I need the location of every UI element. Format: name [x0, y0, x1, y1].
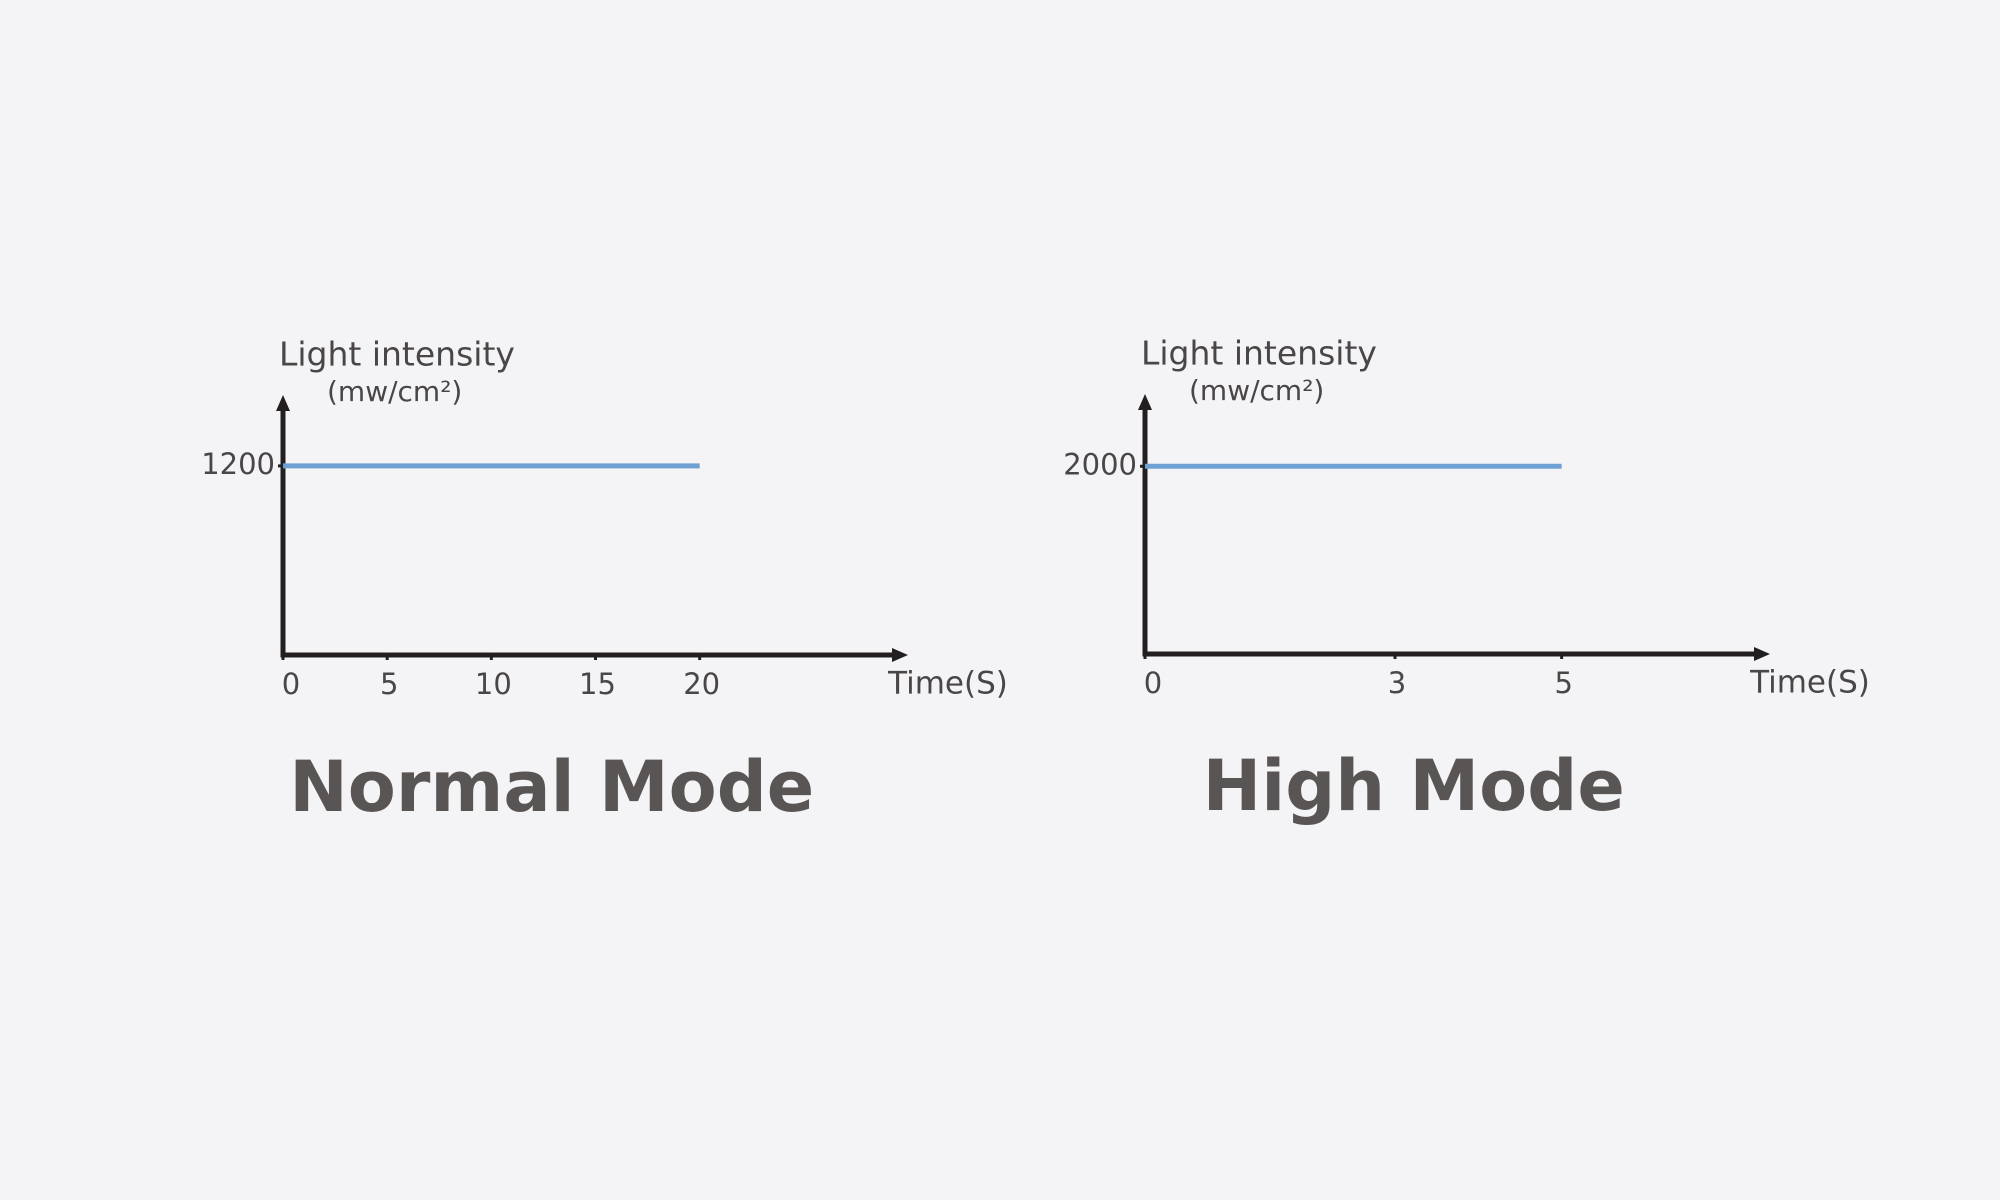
x-tick-label: 0	[282, 667, 300, 701]
y-tick-label: 2000	[1063, 447, 1137, 481]
x-tick-label: 5	[1554, 666, 1572, 700]
x-axis-label: Time(S)	[1749, 665, 1870, 701]
y-axis-label: Light intensity	[1141, 334, 1377, 373]
x-tick-label: 15	[579, 667, 616, 701]
y-axis-arrow	[276, 395, 290, 411]
x-tick-label: 10	[475, 667, 512, 701]
x-axis-arrow	[892, 648, 908, 662]
chart-title: High Mode	[1203, 745, 1625, 827]
x-axis-label: Time(S)	[887, 666, 1008, 702]
x-tick-label: 0	[1144, 666, 1162, 700]
chart-title: Normal Mode	[289, 746, 814, 828]
y-tick-label: 1200	[201, 447, 275, 481]
y-axis-unit: (mw/cm²)	[1189, 374, 1324, 407]
y-axis-label: Light intensity	[279, 335, 515, 374]
y-axis-arrow	[1138, 394, 1152, 410]
x-tick-label: 20	[683, 667, 720, 701]
x-tick-label: 3	[1388, 666, 1406, 700]
x-axis-arrow	[1754, 647, 1770, 661]
x-tick-label: 5	[380, 667, 398, 701]
y-axis-unit: (mw/cm²)	[327, 375, 462, 408]
